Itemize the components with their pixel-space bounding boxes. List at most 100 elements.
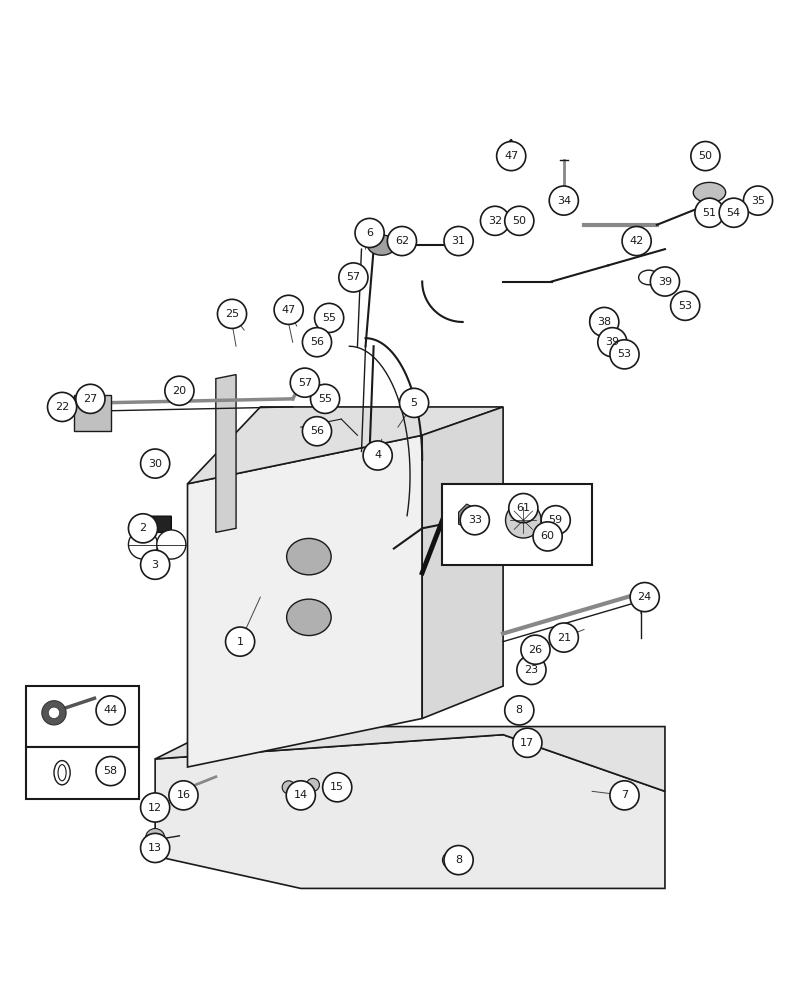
Circle shape bbox=[286, 781, 315, 810]
Circle shape bbox=[145, 829, 165, 848]
Text: 56: 56 bbox=[310, 337, 324, 347]
Circle shape bbox=[302, 328, 331, 357]
Circle shape bbox=[548, 186, 577, 215]
Circle shape bbox=[140, 449, 169, 478]
Circle shape bbox=[504, 696, 533, 725]
Text: 12: 12 bbox=[148, 803, 162, 813]
Text: 17: 17 bbox=[520, 738, 534, 748]
Text: 47: 47 bbox=[504, 151, 517, 161]
Circle shape bbox=[719, 198, 748, 227]
Circle shape bbox=[387, 226, 416, 256]
Polygon shape bbox=[187, 435, 422, 767]
Text: 6: 6 bbox=[366, 228, 372, 238]
Circle shape bbox=[128, 514, 157, 543]
Circle shape bbox=[532, 522, 561, 551]
Text: 24: 24 bbox=[637, 592, 651, 602]
Text: 5: 5 bbox=[410, 398, 417, 408]
Circle shape bbox=[322, 773, 351, 802]
Circle shape bbox=[444, 226, 473, 256]
Circle shape bbox=[306, 778, 319, 791]
Circle shape bbox=[521, 635, 549, 664]
Circle shape bbox=[513, 728, 541, 757]
Text: 35: 35 bbox=[750, 196, 764, 206]
Circle shape bbox=[217, 299, 247, 328]
Text: 27: 27 bbox=[84, 394, 97, 404]
Text: 50: 50 bbox=[697, 151, 711, 161]
Text: 56: 56 bbox=[310, 426, 324, 436]
Circle shape bbox=[338, 263, 367, 292]
Circle shape bbox=[169, 781, 198, 810]
Circle shape bbox=[140, 833, 169, 863]
Circle shape bbox=[140, 793, 169, 822]
Circle shape bbox=[165, 376, 194, 405]
Circle shape bbox=[96, 696, 125, 725]
Circle shape bbox=[140, 550, 169, 579]
Text: 3: 3 bbox=[152, 560, 158, 570]
Circle shape bbox=[629, 583, 659, 612]
Circle shape bbox=[302, 417, 331, 446]
Circle shape bbox=[274, 295, 303, 324]
Text: 26: 26 bbox=[528, 645, 542, 655]
Text: 30: 30 bbox=[148, 459, 162, 469]
Circle shape bbox=[444, 846, 473, 875]
Polygon shape bbox=[135, 516, 171, 532]
Ellipse shape bbox=[54, 761, 70, 785]
Ellipse shape bbox=[367, 235, 396, 255]
Text: 14: 14 bbox=[294, 790, 307, 800]
Text: 59: 59 bbox=[548, 515, 562, 525]
Text: 57: 57 bbox=[346, 272, 360, 282]
Text: 53: 53 bbox=[616, 349, 631, 359]
Circle shape bbox=[314, 303, 343, 332]
Circle shape bbox=[42, 701, 66, 725]
Ellipse shape bbox=[693, 182, 725, 203]
Circle shape bbox=[505, 502, 540, 538]
FancyBboxPatch shape bbox=[26, 686, 139, 747]
Circle shape bbox=[650, 267, 679, 296]
Circle shape bbox=[496, 142, 525, 171]
Circle shape bbox=[399, 388, 428, 417]
Circle shape bbox=[354, 218, 384, 248]
Text: 58: 58 bbox=[104, 766, 118, 776]
Text: 62: 62 bbox=[394, 236, 409, 246]
Circle shape bbox=[609, 781, 638, 810]
Text: 23: 23 bbox=[524, 665, 538, 675]
Circle shape bbox=[670, 291, 699, 320]
Circle shape bbox=[609, 340, 638, 369]
Text: 60: 60 bbox=[540, 531, 554, 541]
Text: 54: 54 bbox=[726, 208, 740, 218]
Text: 39: 39 bbox=[657, 277, 672, 287]
Text: 22: 22 bbox=[55, 402, 69, 412]
Circle shape bbox=[290, 368, 319, 397]
Circle shape bbox=[621, 226, 650, 256]
Text: 57: 57 bbox=[298, 378, 311, 388]
Text: 1: 1 bbox=[236, 637, 243, 647]
Text: 2: 2 bbox=[139, 523, 146, 533]
Circle shape bbox=[540, 506, 569, 535]
Circle shape bbox=[96, 757, 125, 786]
Circle shape bbox=[48, 392, 76, 422]
FancyBboxPatch shape bbox=[442, 484, 591, 565]
Text: 16: 16 bbox=[176, 790, 191, 800]
Text: 55: 55 bbox=[318, 394, 332, 404]
Text: 33: 33 bbox=[467, 515, 481, 525]
Circle shape bbox=[442, 852, 458, 868]
Text: 7: 7 bbox=[620, 790, 627, 800]
Polygon shape bbox=[216, 375, 236, 532]
Text: 20: 20 bbox=[172, 386, 187, 396]
Circle shape bbox=[128, 530, 157, 559]
Text: 44: 44 bbox=[103, 705, 118, 715]
Polygon shape bbox=[155, 727, 664, 791]
Text: 31: 31 bbox=[451, 236, 465, 246]
Circle shape bbox=[363, 441, 392, 470]
Text: 39: 39 bbox=[604, 337, 619, 347]
Text: 21: 21 bbox=[556, 633, 570, 643]
Text: 61: 61 bbox=[516, 503, 530, 513]
FancyBboxPatch shape bbox=[26, 747, 139, 799]
Circle shape bbox=[49, 707, 59, 718]
Text: 15: 15 bbox=[330, 782, 344, 792]
Circle shape bbox=[597, 328, 626, 357]
Circle shape bbox=[225, 627, 255, 656]
Polygon shape bbox=[155, 735, 664, 888]
Circle shape bbox=[460, 506, 489, 535]
Circle shape bbox=[504, 206, 533, 235]
